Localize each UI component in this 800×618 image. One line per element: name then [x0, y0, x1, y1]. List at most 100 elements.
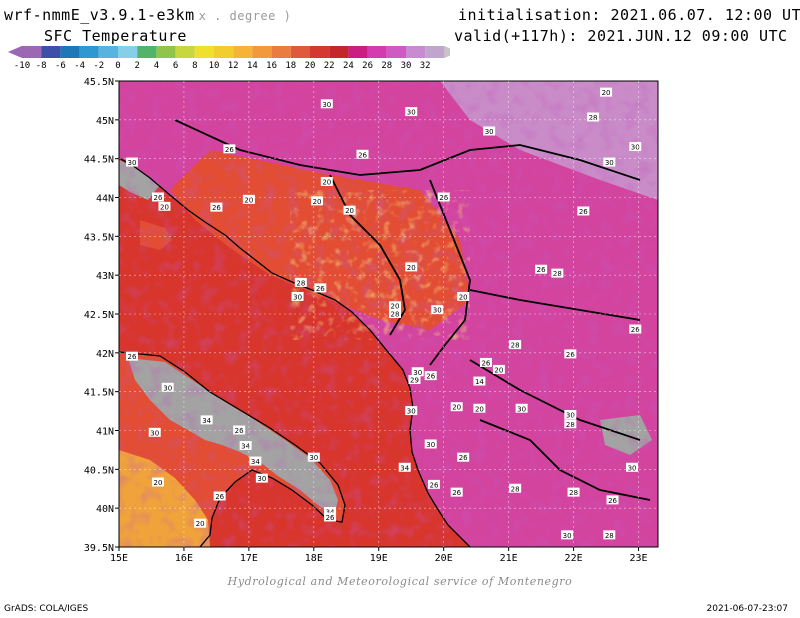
isotherm-label: 20 [391, 303, 400, 311]
isotherm-label: 30 [150, 429, 159, 437]
isotherm-label: 30 [517, 405, 526, 413]
isotherm-label-box [577, 206, 590, 216]
longitude-ticks: 15E 16E 17E 18E 19E 20E 21E 22E 23E [110, 547, 648, 564]
isotherm-label-box [424, 439, 437, 449]
isotherm-label-box [210, 202, 223, 212]
lon-tick-label: 20E [435, 553, 453, 564]
unit-label: x . degree ) [198, 9, 292, 23]
isotherm-label: 20 [475, 405, 484, 413]
isotherm-label: 26 [326, 514, 335, 522]
isotherm-label-box [411, 367, 424, 377]
isotherm-label: 29 [410, 377, 419, 385]
colorbar-swatch [290, 46, 310, 58]
isotherm-label-box [629, 142, 642, 152]
isotherm-label-box [551, 268, 564, 278]
isotherm-label: 20 [154, 479, 163, 487]
isotherm-label: 28 [296, 279, 305, 287]
isotherm-label-box [606, 495, 619, 505]
isotherm-label-box [320, 176, 333, 186]
isotherm-label-box [388, 309, 401, 318]
isotherm-label: 30 [322, 101, 331, 109]
isotherm-label-box [427, 479, 440, 489]
isotherm-label: 26 [215, 493, 224, 501]
isotherm-label-box [294, 277, 307, 287]
isotherm-label-box [424, 371, 437, 381]
isotherm-label-box [405, 262, 418, 272]
isotherm-label-box [483, 126, 496, 136]
isotherm-label-box [343, 205, 356, 215]
isotherm-label: 28 [511, 485, 520, 493]
isotherm-label-box [398, 462, 411, 472]
isotherm-label: 30 [257, 475, 266, 483]
lat-tick-label: 40N [96, 504, 114, 515]
isotherm-label-box [457, 291, 470, 301]
colorbar-swatch [271, 46, 291, 58]
isotherm-label-box [405, 406, 418, 416]
isotherm-label-box [239, 441, 252, 451]
colorbar-label: -8 [36, 61, 47, 71]
colorbar-swatch [79, 46, 99, 58]
isotherm-label-box [450, 487, 463, 497]
colorbar-swatch [98, 46, 118, 58]
lon-tick-label: 17E [240, 553, 258, 564]
lat-tick-label: 43.5N [84, 232, 114, 243]
isotherm-label: 30 [605, 159, 614, 167]
colorbar-swatch [194, 46, 214, 58]
colorbar-label: 4 [154, 61, 159, 71]
init-time: initialisation: 2021.06.07. 12:00 UTC [458, 6, 800, 24]
isotherm-label-box [626, 462, 639, 472]
isotherm-label: 30 [563, 532, 572, 540]
isotherm-label: 30 [293, 293, 302, 301]
colorbar-label: 32 [420, 61, 431, 71]
isotherm-label: 30 [128, 159, 137, 167]
model-title: wrf-nmmE_v3.9.1-e3km x . degree ) [4, 6, 291, 24]
isotherm-label-box [320, 99, 333, 109]
isotherm-label: 20 [345, 207, 354, 215]
credit-line: Hydrological and Meteorological service … [227, 575, 573, 588]
colorbar-swatch [386, 46, 406, 58]
colorbar-swatch [425, 46, 445, 58]
colorbar-swatch [310, 46, 330, 58]
colorbar-label: -10 [14, 61, 30, 71]
isotherm-label-box [151, 477, 164, 487]
isotherm-label: 20 [459, 293, 468, 301]
isotherm-label-box [311, 196, 324, 206]
colorbar-label: 20 [305, 61, 316, 71]
colorbar-swatch [348, 46, 368, 58]
lat-tick-label: 45.5N [84, 77, 114, 88]
isotherm-label-box [200, 415, 213, 425]
isotherm-label-box [158, 201, 171, 211]
texture-overlay [119, 81, 658, 547]
isotherm-label-box [291, 291, 304, 301]
isotherm-label: 26 [579, 208, 588, 216]
isotherm-label-box [388, 301, 401, 311]
lat-tick-label: 44N [96, 194, 114, 205]
isotherm-label-box [450, 402, 463, 412]
isotherm-label: 30 [631, 144, 640, 152]
isotherm-label-box [515, 403, 528, 413]
colorbar-label: 24 [343, 61, 354, 71]
isotherm-label: 30 [426, 441, 435, 449]
colorbar-label: 10 [209, 61, 220, 71]
isotherm-label-box [603, 157, 616, 167]
isotherm-label: 26 [459, 454, 468, 462]
isotherm-label-box [535, 264, 548, 274]
colorbar-label: 0 [115, 61, 120, 71]
isotherm-label: 20 [160, 203, 169, 211]
colorbar-label: 14 [247, 61, 258, 71]
isotherm-label: 20 [322, 178, 331, 186]
lat-tick-label: 43N [96, 271, 114, 282]
isotherm-label-box [509, 340, 522, 350]
colorbar-swatch [329, 46, 349, 58]
isotherm-label: 26 [235, 427, 244, 435]
isotherm-label-box [125, 157, 138, 167]
isotherm-label: 26 [212, 204, 221, 212]
isotherm-label: 28 [569, 489, 578, 497]
colorbar-label: 12 [228, 61, 239, 71]
lon-tick-label: 21E [500, 553, 518, 564]
colorbar-swatch [156, 46, 176, 58]
isotherm-label: 28 [605, 532, 614, 540]
colorbar-label: 26 [362, 61, 373, 71]
isotherm-label: 20 [407, 264, 416, 272]
colorbar-arrow-left [8, 46, 22, 58]
